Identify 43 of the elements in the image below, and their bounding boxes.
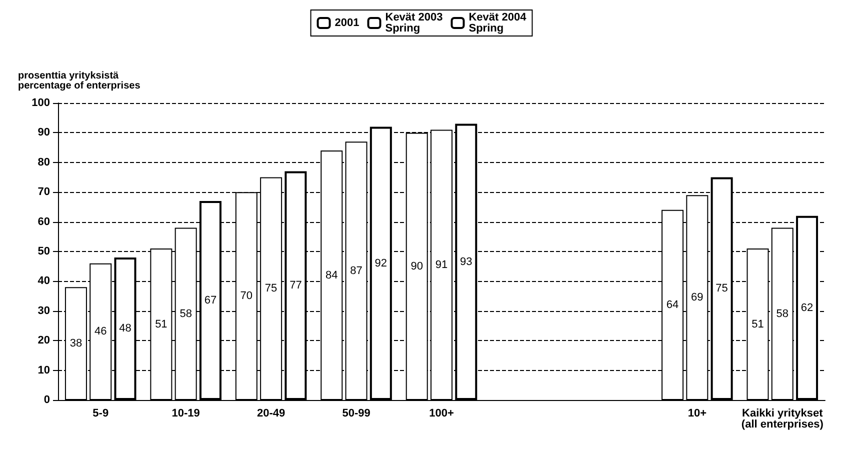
y-tick-label: 10 [38,364,50,376]
y-tick-label: 30 [38,304,50,317]
legend-label: 2001 [334,17,360,29]
data-label: 84 [326,269,338,282]
y-tick-label: 40 [38,275,50,288]
data-label: 58 [180,308,192,320]
y-tick-label: 0 [44,394,50,406]
y-tick-label: 20 [38,334,50,347]
x-tick-label: 5-9 [92,408,109,420]
legend-label: Kevät 2003 Spring [385,12,443,34]
data-label: 75 [264,282,278,295]
y-tick-label: 70 [38,186,50,198]
x-tick-label: 50-99 [342,408,370,420]
y-tick-label: 50 [38,246,50,258]
data-label: 69 [691,292,704,304]
x-tick-label: Kaikki yritykset (all enterprises) [741,408,824,430]
data-label: 93 [460,256,472,268]
data-label: 77 [290,280,302,292]
data-label: 87 [350,264,362,277]
data-label: 48 [119,322,132,335]
legend-label: Kevät 2004 Spring [468,12,528,34]
data-label: 58 [776,308,789,320]
y-tick-label: 100 [32,97,50,109]
data-label: 70 [240,290,253,302]
y-tick-label: 90 [38,126,50,139]
x-tick-label: 20-49 [256,408,286,420]
data-label: 64 [666,298,679,311]
x-tick-label: 100+ [429,408,454,420]
data-label: 51 [752,318,764,330]
data-label: 91 [435,258,448,271]
data-label: 38 [70,338,82,350]
y-axis-title: prosenttia yrityksistä percentage of enterprises [18,70,141,92]
data-label: 46 [94,326,107,338]
y-tick-label: 60 [38,216,50,228]
data-label: 92 [374,257,388,270]
x-tick-label: 10-19 [172,408,200,420]
y-tick-label: 80 [38,156,50,168]
data-label: 67 [204,294,217,307]
x-tick-label: 10+ [688,408,707,420]
data-label: 62 [800,302,814,314]
data-label: 90 [410,260,423,272]
data-label: 51 [155,318,168,330]
data-label: 75 [716,282,728,295]
